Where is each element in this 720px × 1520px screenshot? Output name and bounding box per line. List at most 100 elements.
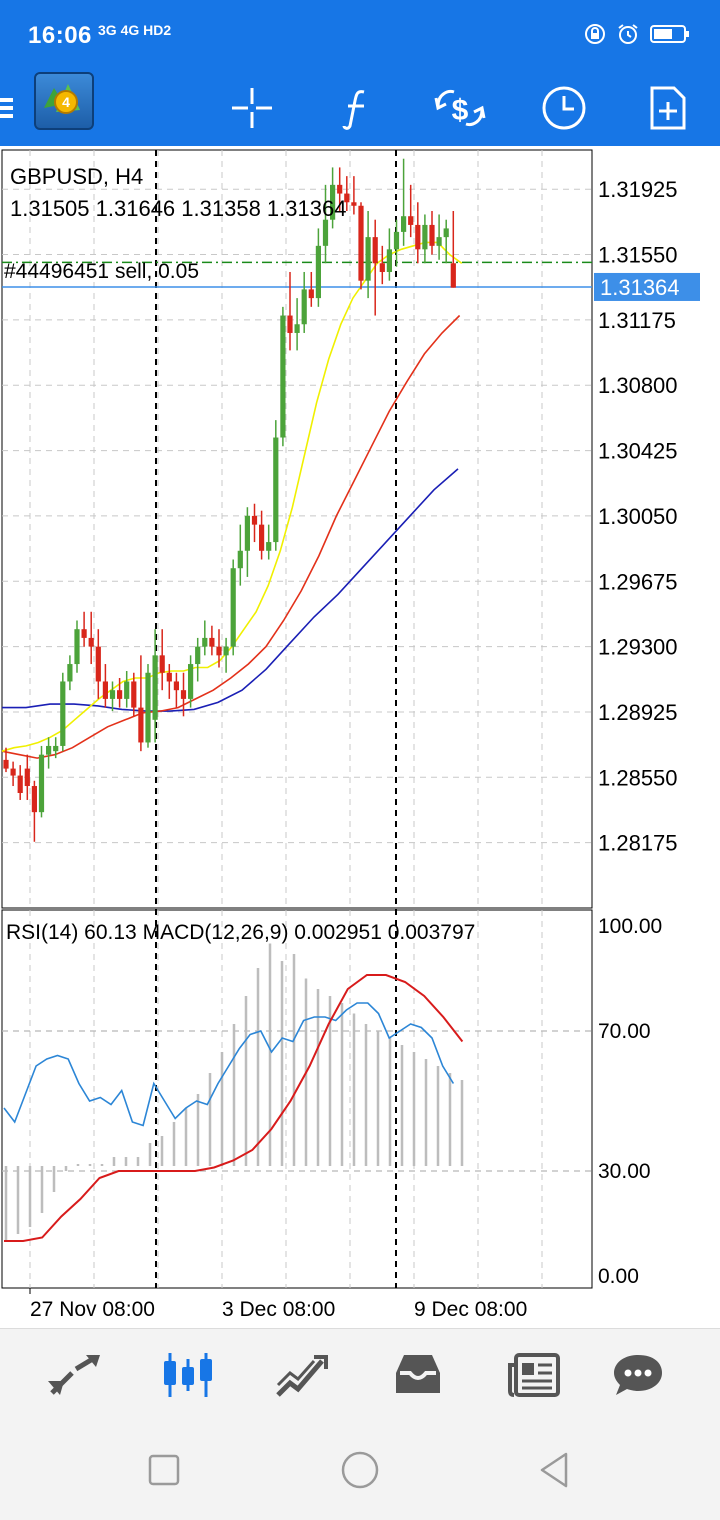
candle-body xyxy=(53,745,59,752)
candle-body xyxy=(38,754,45,813)
chart-area[interactable]: 1.31925 1.31550 1.31175 1.30800 1.30425 1.300… xyxy=(0,146,720,1328)
candle-body xyxy=(266,542,272,551)
candle-body xyxy=(393,231,400,250)
indicator-title: RSI(14) 60.13 MACD(12,26,9) 0.002951 0.0… xyxy=(6,921,475,944)
candle-body xyxy=(109,690,116,699)
candle-body xyxy=(330,184,336,220)
candle-body xyxy=(60,681,66,746)
candle-body xyxy=(408,216,414,225)
candle-body xyxy=(422,224,428,250)
candle-body xyxy=(67,664,73,682)
candle-body xyxy=(195,646,201,665)
news-icon[interactable] xyxy=(502,1343,566,1407)
chart-icon[interactable] xyxy=(156,1343,220,1407)
recent-apps-icon[interactable] xyxy=(144,1450,184,1490)
candle-body xyxy=(145,672,151,743)
candle-body xyxy=(230,568,236,647)
candle-body xyxy=(223,646,229,656)
logo-label: 4 xyxy=(62,94,70,110)
candle-body xyxy=(102,681,108,699)
chat-icon[interactable] xyxy=(606,1343,670,1407)
candle-body xyxy=(337,184,343,194)
y-tick-label: 1.30425 xyxy=(598,439,678,464)
chart-canvas[interactable]: 1.31925 1.31550 1.31175 1.30800 1.30425 1.300… xyxy=(0,146,720,1328)
y-tick-label: 1.30050 xyxy=(598,504,678,529)
rsi-line xyxy=(3,1002,455,1127)
candle-body xyxy=(379,263,385,272)
candle-body xyxy=(209,637,215,647)
ma-slow-line xyxy=(2,468,459,712)
candle-body xyxy=(202,637,208,647)
candle-body xyxy=(259,524,265,551)
candle-body xyxy=(3,759,9,769)
sub-y-tick-label: 70.00 xyxy=(598,1020,651,1043)
candle-body xyxy=(46,745,52,755)
menu-icon[interactable] xyxy=(0,78,26,138)
bottom-nav xyxy=(0,1328,720,1420)
current-price-badge xyxy=(594,272,700,301)
history-icon[interactable] xyxy=(386,1343,450,1407)
candle-body xyxy=(344,193,350,203)
toolbar: 4 $ xyxy=(0,70,720,146)
ma-mid-line xyxy=(1,314,461,759)
sub-y-tick-label: 100.00 xyxy=(598,915,662,938)
candle-body xyxy=(315,245,321,299)
crosshair-icon[interactable] xyxy=(222,78,282,138)
main-plot-frame xyxy=(1,149,593,909)
system-navigation xyxy=(0,1420,720,1520)
candle-body xyxy=(273,437,279,543)
status-icons xyxy=(584,22,690,46)
trade-icon[interactable] xyxy=(270,1343,334,1407)
ohlc-readout: 1.31505 1.31646 1.31358 1.31364 xyxy=(10,196,346,221)
candle-body xyxy=(401,216,407,232)
candle-body xyxy=(173,681,179,691)
network-indicator: 3G 4G HD2 xyxy=(98,22,172,38)
status-time: 16:06 xyxy=(28,22,92,49)
candle-body xyxy=(166,672,172,682)
alarm-icon xyxy=(618,24,638,44)
order-label: #44496451 sell, 0.05 xyxy=(4,260,199,283)
y-tick-label: 1.28925 xyxy=(598,700,678,725)
candle-body xyxy=(429,224,435,246)
svg-text:$: $ xyxy=(452,94,469,127)
candle-body xyxy=(131,681,137,708)
app-logo[interactable]: 4 xyxy=(34,72,94,130)
battery-icon xyxy=(650,25,689,43)
candle-body xyxy=(10,768,16,776)
candle-body xyxy=(17,775,23,793)
candle-body xyxy=(301,289,307,325)
candle-body xyxy=(138,707,144,743)
candle-body xyxy=(216,646,222,656)
y-tick-label: 1.28550 xyxy=(598,765,678,790)
timeframe-icon[interactable] xyxy=(534,78,594,138)
candle-body xyxy=(351,202,357,206)
y-tick-label: 1.29300 xyxy=(598,635,678,660)
new-order-icon[interactable] xyxy=(638,78,698,138)
candle-body xyxy=(280,315,286,438)
indicators-icon[interactable] xyxy=(326,78,386,138)
macd-signal-line xyxy=(4,974,464,1242)
quotes-icon[interactable] xyxy=(42,1343,106,1407)
candle-body xyxy=(251,515,258,525)
symbol-change-icon[interactable]: $ xyxy=(430,78,490,138)
lock-rotation-icon xyxy=(585,24,605,44)
candle-body xyxy=(31,786,37,813)
x-tick-label: 3 Dec 08:00 xyxy=(222,1298,335,1321)
candle-body xyxy=(450,263,456,288)
y-tick-label: 1.28175 xyxy=(598,831,678,856)
chart-title: GBPUSD, H4 xyxy=(10,164,143,189)
home-icon[interactable] xyxy=(340,1450,380,1490)
candle-body xyxy=(24,768,30,787)
candle-body xyxy=(95,646,101,682)
candle-body xyxy=(358,205,364,281)
back-icon[interactable] xyxy=(534,1450,574,1490)
candle-body xyxy=(244,515,250,551)
current-price-label: 1.31364 xyxy=(600,275,680,300)
candle-body xyxy=(152,655,158,720)
y-tick-label: 1.31175 xyxy=(598,308,676,333)
candle-body xyxy=(294,324,300,333)
sub-plot-frame xyxy=(1,909,593,1289)
y-tick-label: 1.30800 xyxy=(598,373,678,398)
candle-body xyxy=(74,629,80,665)
sub-y-tick-label: 0.00 xyxy=(598,1265,639,1288)
